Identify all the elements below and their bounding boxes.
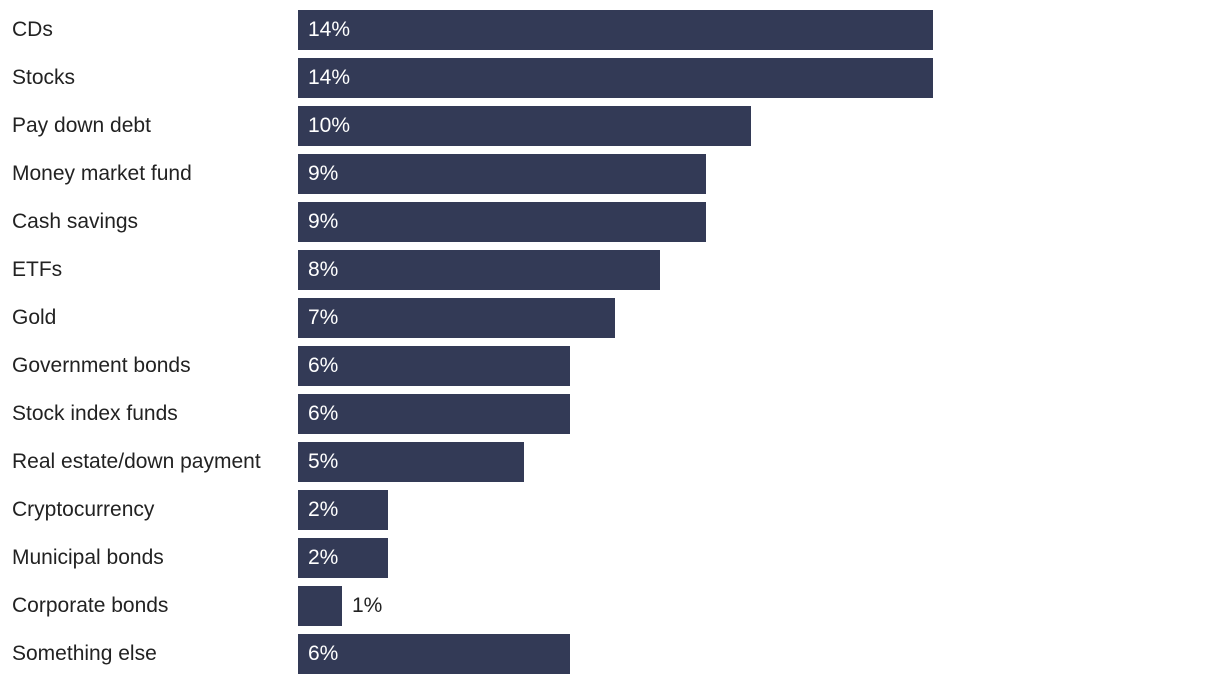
category-label: Cryptocurrency bbox=[12, 498, 155, 521]
data-label: 2% bbox=[308, 546, 339, 569]
bar bbox=[298, 250, 660, 290]
bar-row: Government bonds 6% bbox=[0, 346, 1220, 386]
bar bbox=[298, 106, 751, 146]
bar-row: Real estate/down payment 5% bbox=[0, 442, 1220, 482]
bar-row: Municipal bonds 2% bbox=[0, 538, 1220, 578]
category-label: Government bonds bbox=[12, 354, 191, 377]
bar-row: ETFs 8% bbox=[0, 250, 1220, 290]
category-label: Stocks bbox=[12, 66, 76, 89]
category-label: Municipal bonds bbox=[12, 546, 164, 569]
bar-row: Cryptocurrency 2% bbox=[0, 490, 1220, 530]
category-label: Something else bbox=[12, 642, 157, 665]
bar-row: Corporate bonds 1% bbox=[0, 586, 1220, 626]
data-label: 14% bbox=[308, 18, 351, 41]
category-label: Gold bbox=[12, 306, 57, 329]
data-label: 9% bbox=[308, 210, 339, 233]
bar-row: CDs 14% bbox=[0, 10, 1220, 50]
bar bbox=[298, 154, 706, 194]
bar bbox=[298, 202, 706, 242]
data-label: 9% bbox=[308, 162, 339, 185]
data-label: 6% bbox=[308, 354, 339, 377]
bar-row: Money market fund 9% bbox=[0, 154, 1220, 194]
bar-row: Cash savings 9% bbox=[0, 202, 1220, 242]
data-label: 10% bbox=[308, 114, 351, 137]
bar-row: Gold 7% bbox=[0, 298, 1220, 338]
bar bbox=[298, 442, 524, 482]
data-label: 7% bbox=[308, 306, 339, 329]
category-label: Money market fund bbox=[12, 162, 192, 185]
category-label: Stock index funds bbox=[12, 402, 178, 425]
bar-row: Stock index funds 6% bbox=[0, 394, 1220, 434]
category-label: Real estate/down payment bbox=[12, 450, 261, 473]
bar-row: Something else 6% bbox=[0, 634, 1220, 674]
data-label: 6% bbox=[308, 402, 339, 425]
data-label: 6% bbox=[308, 642, 339, 665]
data-label: 8% bbox=[308, 258, 339, 281]
bar bbox=[298, 538, 388, 578]
category-label: Cash savings bbox=[12, 210, 139, 233]
bar bbox=[298, 10, 933, 50]
category-label: ETFs bbox=[12, 258, 63, 281]
bar bbox=[298, 490, 388, 530]
category-label: Corporate bonds bbox=[12, 594, 169, 617]
bar-row: Pay down debt 10% bbox=[0, 106, 1220, 146]
data-label: 1% bbox=[352, 594, 383, 617]
category-label: CDs bbox=[12, 18, 53, 41]
data-label: 14% bbox=[308, 66, 351, 89]
data-label: 2% bbox=[308, 498, 339, 521]
bar-row: Stocks 14% bbox=[0, 58, 1220, 98]
bar bbox=[298, 394, 570, 434]
category-label: Pay down debt bbox=[12, 114, 151, 137]
bar bbox=[298, 58, 933, 98]
bar bbox=[298, 298, 615, 338]
bar bbox=[298, 634, 570, 674]
data-label: 5% bbox=[308, 450, 339, 473]
bar bbox=[298, 586, 342, 626]
bar bbox=[298, 346, 570, 386]
